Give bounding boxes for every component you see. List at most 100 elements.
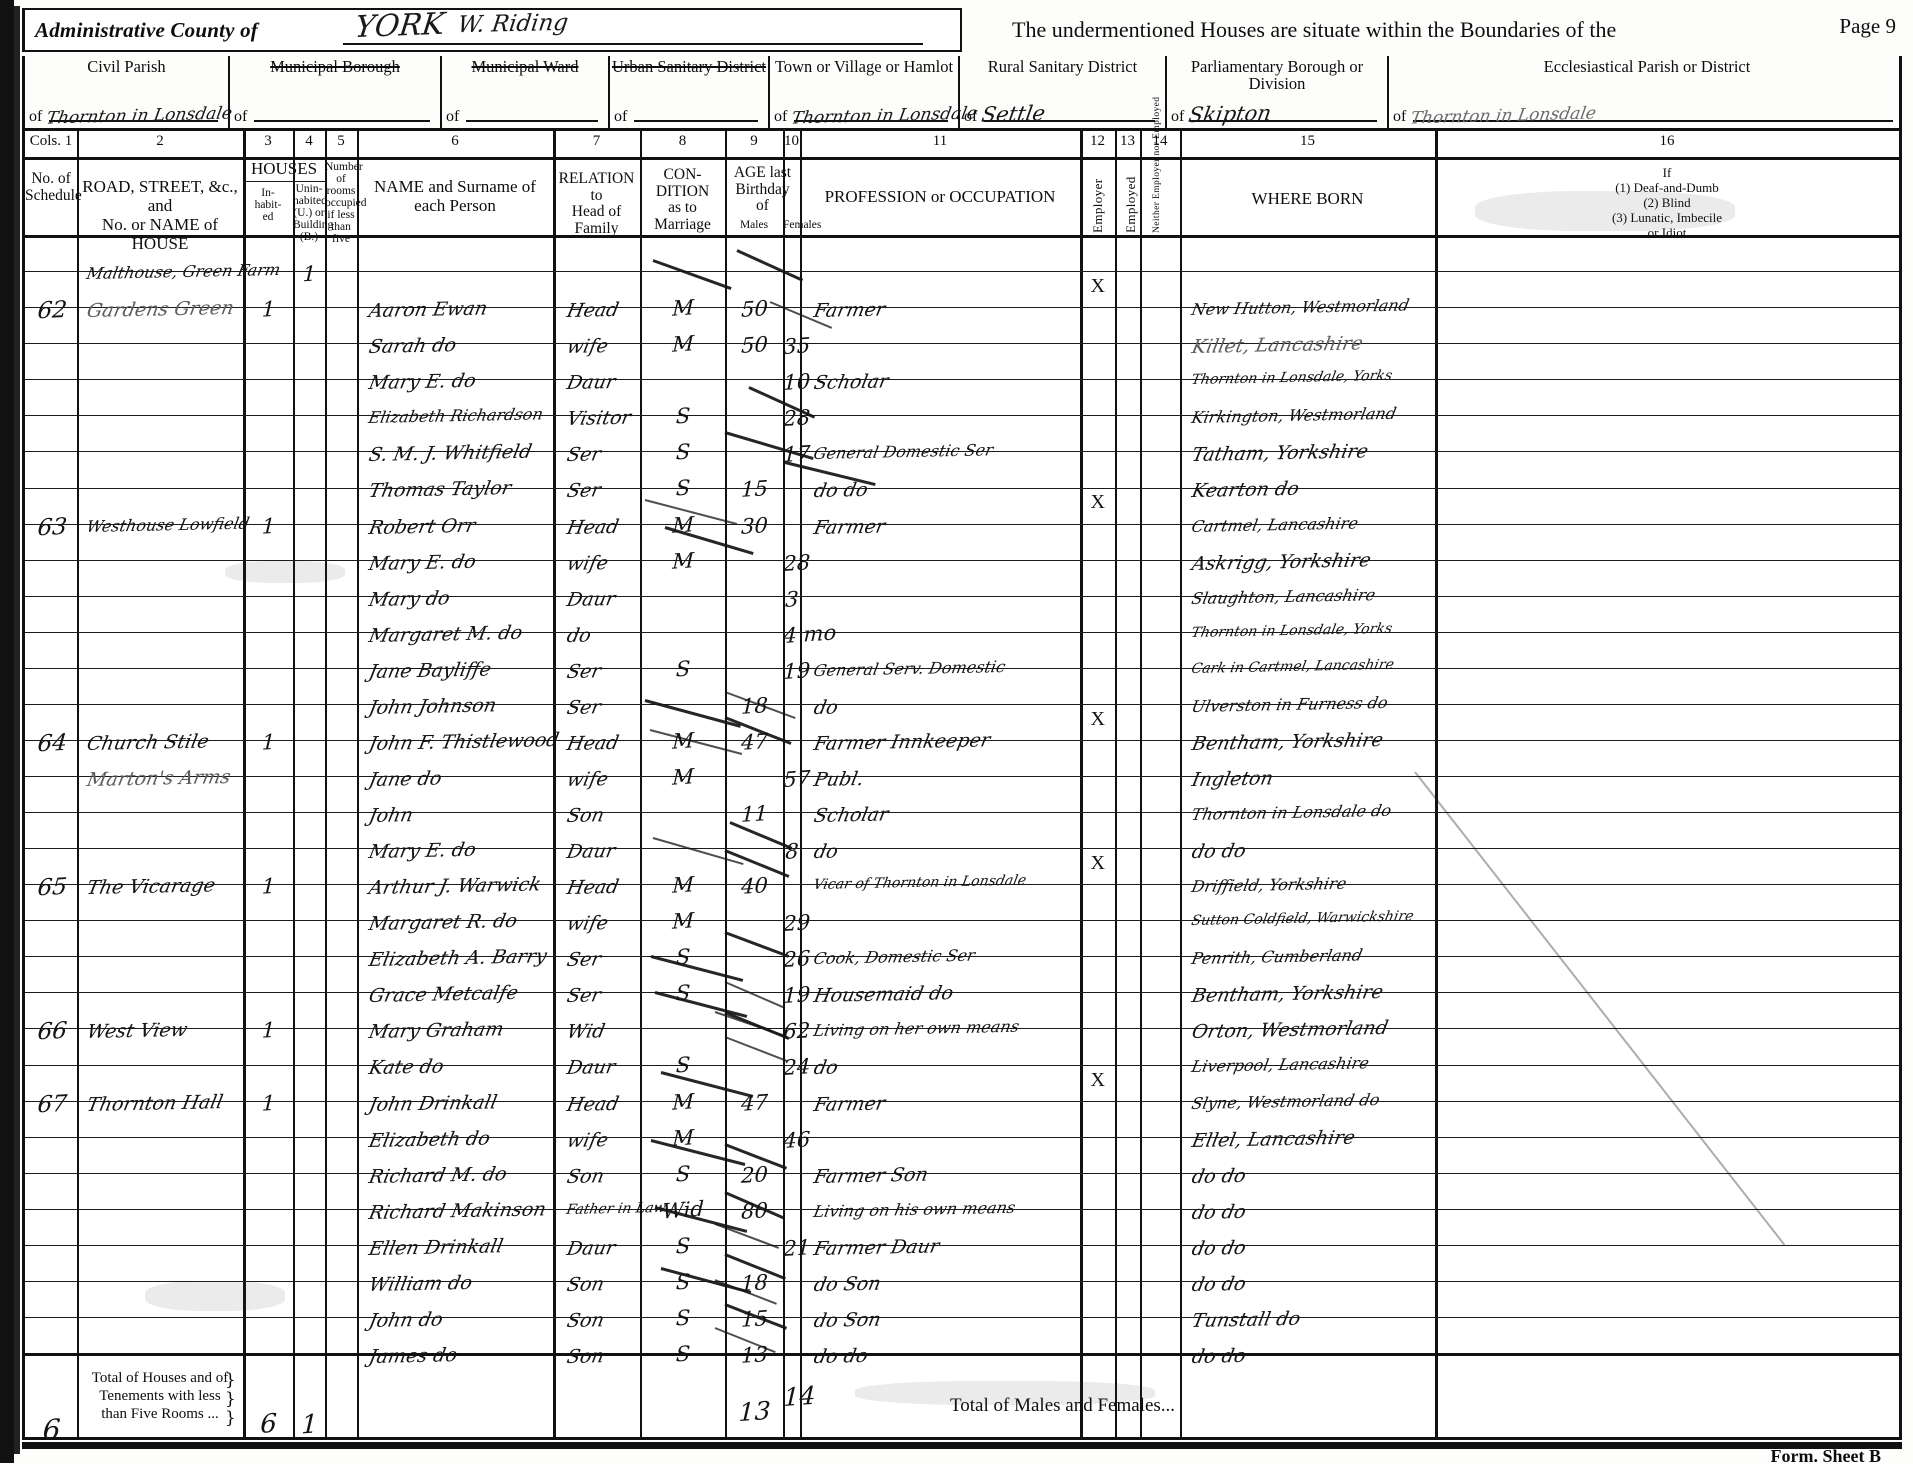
district-title: Town or Village or Hamlot	[774, 57, 954, 76]
cell-c6: Jane Bayliffe	[367, 658, 494, 683]
total-uninhabited-houses: 1	[300, 1409, 319, 1441]
cell-c11: Cook, Domestic Ser	[812, 945, 977, 969]
cell-c8: M	[671, 908, 695, 935]
district-writing-rule	[794, 120, 948, 122]
district-of-label: of	[964, 108, 978, 125]
cell-c10: 29	[783, 910, 811, 937]
column-number-13: 13	[1120, 133, 1135, 149]
cell-c6: Aaron Ewan	[367, 297, 490, 323]
cell-c6: Jane do	[367, 767, 444, 791]
district-title: Ecclesiastical Parish or District	[1543, 57, 1751, 76]
row-rule	[25, 487, 1899, 489]
district-value-handwritten: Skipton	[1186, 100, 1274, 128]
column-divider	[293, 131, 295, 1437]
row-rule	[25, 523, 1899, 525]
cell-c1: 67	[36, 1090, 69, 1118]
total-males: 13	[738, 1395, 772, 1428]
cell-c11: Farmer Innkeeper	[812, 729, 993, 755]
district-title: Municipal Ward	[471, 57, 579, 76]
row-rule	[25, 1172, 1899, 1174]
cell-c15: Bentham, Yorkshire	[1190, 981, 1386, 1008]
district-cell-2: Municipal Ward of	[442, 56, 610, 128]
cell-c8: S	[675, 439, 691, 465]
cell-c2: Thornton Hall	[85, 1090, 225, 1116]
row-rule	[25, 1100, 1899, 1102]
cell-c15: Penrith, Cumberland	[1190, 945, 1365, 969]
cell-c6: Sarah do	[367, 334, 459, 359]
cell-c15: Kearton do	[1190, 478, 1301, 503]
enumerator-tally-stroke	[724, 1036, 788, 1062]
cell-c9: 15	[740, 476, 769, 503]
row-rule	[25, 884, 1899, 886]
column-header-employed: Employed	[1123, 176, 1138, 233]
column-divider	[640, 131, 642, 1437]
column-number-1: Cols. 1	[29, 133, 73, 149]
cell-c10: 62	[783, 1018, 811, 1045]
district-cell-5: Rural Sanitary District of Settle	[960, 56, 1167, 128]
enumerator-tally-stroke	[652, 259, 732, 290]
cell-c10: 19	[783, 657, 811, 684]
cell-c7: Son	[565, 1164, 607, 1188]
district-of-label: of	[29, 108, 43, 125]
district-cell-4: Town or Village or Hamlot of Thornton in L…	[770, 56, 979, 129]
cell-c8: M	[671, 764, 695, 790]
column-divider	[243, 131, 246, 1437]
row-rule	[25, 1208, 1899, 1210]
column-number-12: 12	[1090, 133, 1105, 149]
cell-employer-mark: X	[1090, 852, 1105, 875]
cell-c11: do do	[812, 1344, 870, 1368]
row-rule	[25, 595, 1899, 597]
cell-c6: Elizabeth do	[367, 1127, 493, 1152]
row-rule	[25, 1064, 1899, 1066]
cell-c15: Slyne, Westmorland do	[1190, 1089, 1382, 1113]
cell-c10: 35	[783, 333, 811, 360]
cell-c15: Killet, Lancashire	[1190, 332, 1365, 359]
column-number-16: 16	[1659, 133, 1675, 149]
column-header-houses-group: HOUSES	[250, 159, 318, 178]
cell-c15: do do	[1190, 839, 1248, 864]
cell-c7: Ser	[565, 479, 603, 503]
row-rule	[25, 739, 1899, 741]
county-value-handwritten: YORK W. Riding	[352, 6, 571, 46]
cell-c3: 1	[261, 1018, 276, 1044]
page-binding-edge	[0, 0, 14, 1463]
cell-c8: S	[675, 476, 691, 501]
district-of-label: of	[234, 108, 248, 125]
cell-c3: 1	[261, 296, 276, 322]
cell-c1: 66	[36, 1018, 69, 1046]
district-cell-1: Municipal Borough of	[230, 56, 442, 128]
cell-c7: Son	[565, 1273, 607, 1296]
row-rule	[25, 1244, 1899, 1246]
cell-c3: 1	[261, 874, 276, 899]
column-divider	[77, 131, 79, 1437]
cell-c11: Vicar of Thornton in Lonsdale	[812, 872, 1028, 894]
column-header-road-street: ROAD, STREET, &c., and No. or NAME of HOU…	[82, 177, 238, 253]
cell-c2: Marton's Arms	[85, 765, 233, 791]
cell-c6: Margaret M. do	[367, 621, 525, 647]
column-divider	[1435, 131, 1438, 1437]
row-rule	[25, 1316, 1899, 1318]
column-header-age-females: Females	[783, 219, 822, 231]
column-number-6: 6	[451, 133, 459, 149]
column-divider	[725, 131, 727, 1437]
row-rule	[25, 1028, 1899, 1030]
header-rule	[25, 157, 1899, 160]
cell-c7: Daur	[565, 371, 618, 395]
row-rule	[25, 235, 1899, 238]
census-table: Form. Sheet B Cols. 1 2 3 4 5 6 7 8 9 10 11 12 13 14 1…	[22, 97, 1902, 1466]
cell-c7: Daur	[565, 587, 618, 611]
cell-c15: Thornton in Lonsdale, Yorks	[1190, 620, 1394, 641]
cell-c10: 10	[783, 369, 811, 396]
cell-c8: S	[675, 403, 691, 429]
district-of-label: of	[446, 108, 460, 125]
page-bottom-rule	[22, 1442, 1902, 1449]
enumerator-tally-stroke	[736, 249, 804, 282]
column-divider	[800, 131, 802, 1437]
district-title: Rural Sanitary District	[987, 57, 1138, 76]
cell-c11: Housemaid do	[812, 982, 956, 1008]
row-rule	[25, 343, 1899, 345]
row-rule	[25, 1353, 1899, 1356]
cell-c11: Farmer Daur	[812, 1235, 942, 1260]
cell-c15: Liverpool, Lancashire	[1190, 1053, 1371, 1077]
